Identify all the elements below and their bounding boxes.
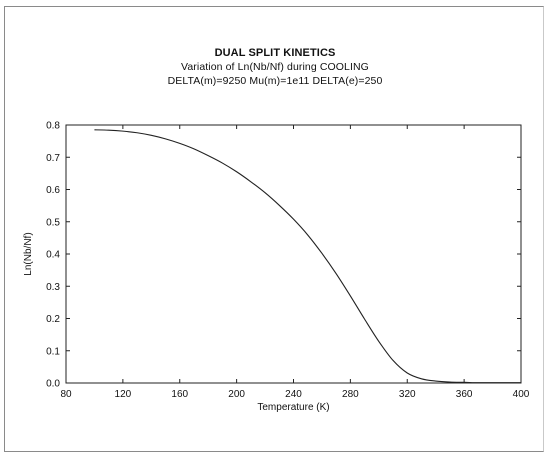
x-tick-label: 360	[456, 389, 473, 400]
x-tick-label: 400	[513, 389, 530, 400]
y-tick-label: 0.0	[46, 379, 60, 390]
x-tick-label: 160	[171, 389, 188, 400]
y-tick-label: 0.2	[46, 314, 60, 325]
x-tick-label: 280	[342, 389, 359, 400]
figure-frame	[4, 6, 544, 452]
x-tick-label: 240	[285, 389, 302, 400]
y-tick-label: 0.6	[46, 185, 60, 196]
y-tick-label: 0.7	[46, 153, 60, 164]
x-tick-label: 320	[399, 389, 416, 400]
plot-frame	[65, 124, 522, 384]
x-tick-label: 200	[228, 389, 245, 400]
y-tick-label: 0.3	[46, 282, 60, 293]
chart-subtitle: Variation of Ln(Nb/Nf) during COOLING	[181, 61, 369, 73]
axis-ticks: 80 120 160 200 240 280 320 360 400 0.0 0.1 0.2 0.3 0.…	[46, 121, 530, 401]
x-tick-label: 120	[115, 389, 132, 400]
y-tick-label: 0.1	[46, 346, 60, 357]
y-axis-label: Ln(Nb/Nf)	[23, 232, 34, 275]
chart-subtitle-parameters: DELTA(m)=9250 Mu(m)=1e11 DELTA(e)=250	[167, 75, 383, 87]
x-axis-label: Temperature (K)	[257, 402, 329, 413]
x-tick-label: 80	[60, 389, 72, 400]
chart-title-block: DUAL SPLIT KINETICS Variation of Ln(Nb/N…	[0, 46, 550, 88]
y-tick-label: 0.4	[46, 250, 60, 261]
chart-title: DUAL SPLIT KINETICS	[214, 47, 336, 59]
y-tick-label: 0.8	[46, 121, 60, 132]
plot-area	[65, 124, 522, 384]
y-tick-label: 0.5	[46, 217, 60, 228]
series-line	[94, 129, 521, 384]
series-group	[94, 129, 521, 384]
